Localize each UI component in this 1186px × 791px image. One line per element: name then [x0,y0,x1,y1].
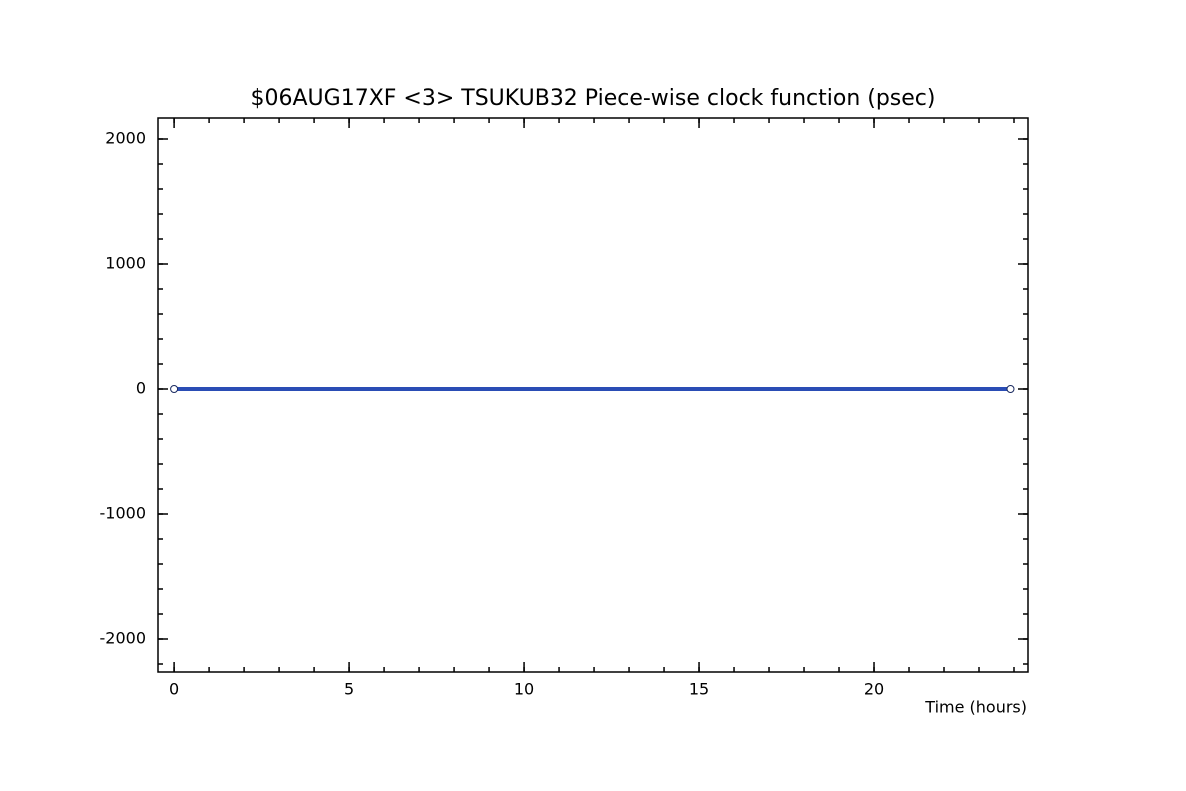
x-tick-label: 0 [169,680,179,699]
x-tick-label: 20 [864,680,884,699]
y-tick-label: 0 [136,379,146,398]
x-tick-label: 15 [689,680,709,699]
y-tick-label: -1000 [100,504,147,523]
x-axis-label: Time (hours) [924,698,1027,717]
x-tick-label: 10 [514,680,534,699]
x-tick-label: 5 [344,680,354,699]
plot-frame [157,117,1029,673]
chart-title: $06AUG17XF <3> TSUKUB32 Piece-wise clock… [251,86,936,111]
y-tick-label: -2000 [100,629,147,648]
y-tick-label: 2000 [105,129,146,148]
y-tick-label: 1000 [105,254,146,273]
data-point [1006,385,1015,393]
data-point [170,385,179,393]
